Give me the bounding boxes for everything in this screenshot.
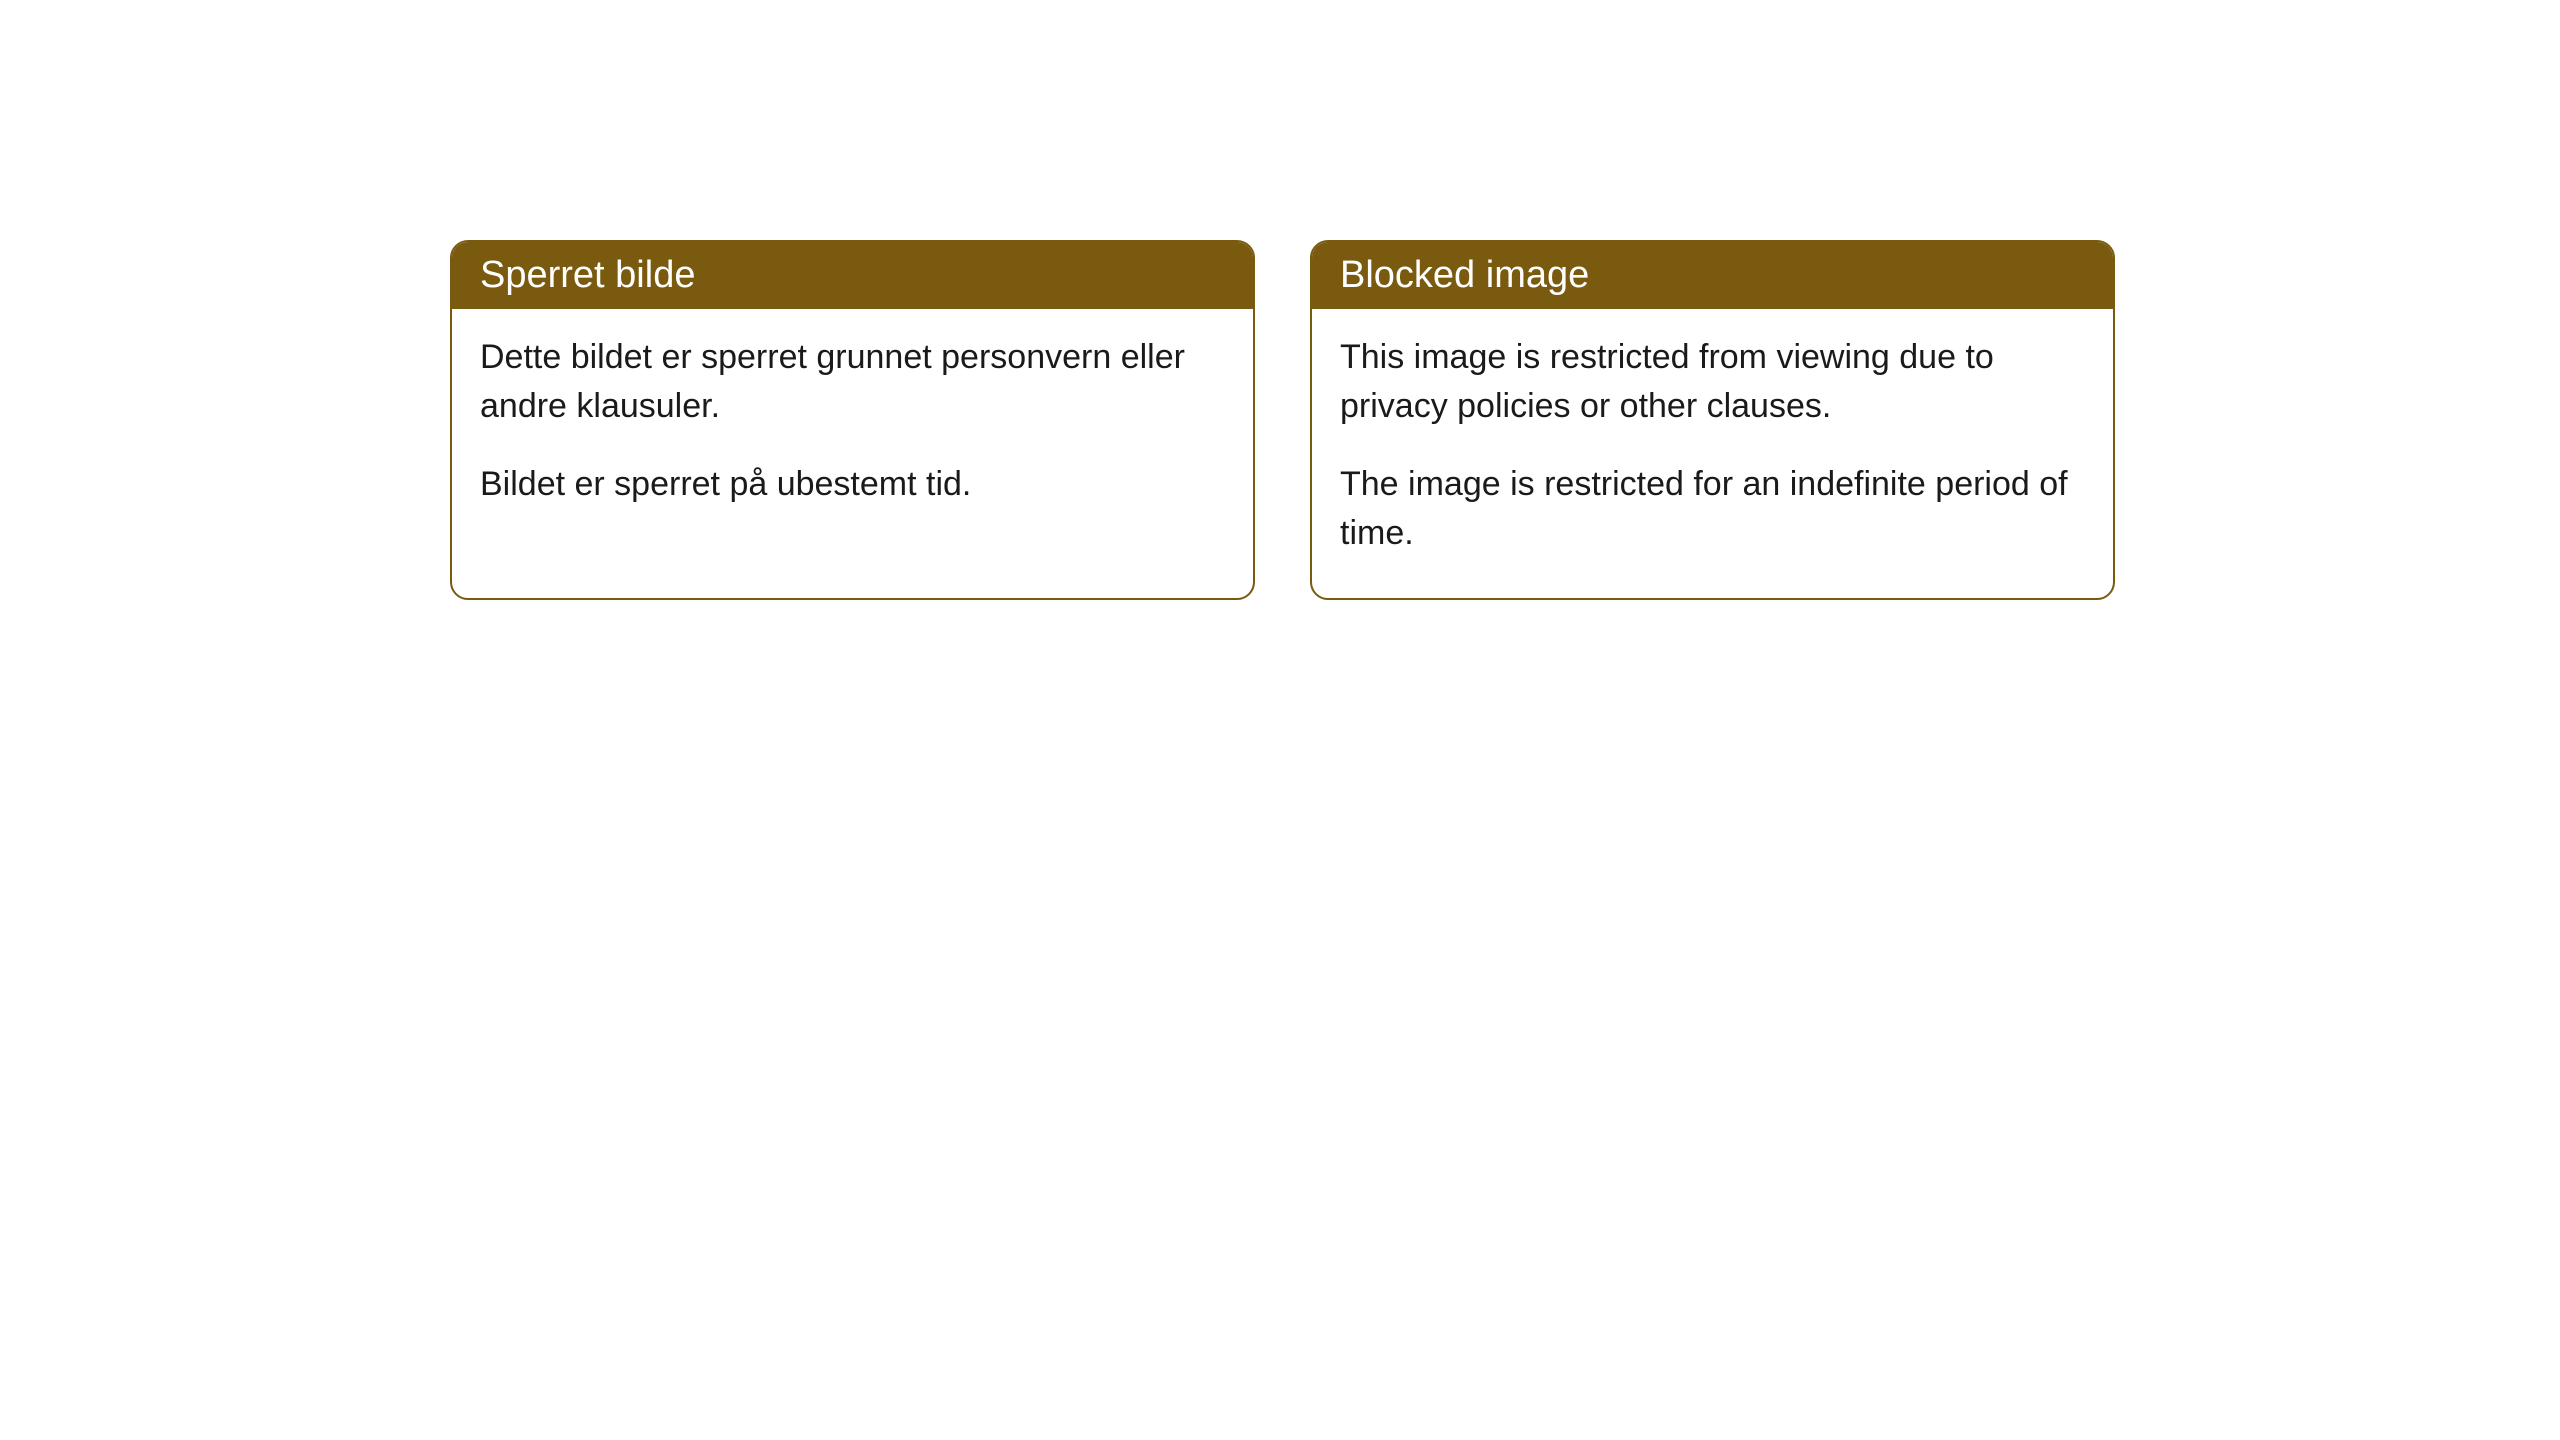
- card-body-no: Dette bildet er sperret grunnet personve…: [452, 309, 1253, 549]
- card-body-en: This image is restricted from viewing du…: [1312, 309, 2113, 598]
- card-title-en: Blocked image: [1340, 254, 1589, 296]
- card-header-en: Blocked image: [1312, 242, 2113, 309]
- card-paragraph-1-no: Dette bildet er sperret grunnet personve…: [480, 333, 1225, 432]
- card-paragraph-2-en: The image is restricted for an indefinit…: [1340, 460, 2085, 559]
- blocked-image-card-no: Sperret bilde Dette bildet er sperret gr…: [450, 240, 1255, 600]
- card-paragraph-1-en: This image is restricted from viewing du…: [1340, 333, 2085, 432]
- card-header-no: Sperret bilde: [452, 242, 1253, 309]
- cards-container: Sperret bilde Dette bildet er sperret gr…: [450, 240, 2115, 600]
- blocked-image-card-en: Blocked image This image is restricted f…: [1310, 240, 2115, 600]
- card-title-no: Sperret bilde: [480, 254, 695, 296]
- card-paragraph-2-no: Bildet er sperret på ubestemt tid.: [480, 460, 1225, 509]
